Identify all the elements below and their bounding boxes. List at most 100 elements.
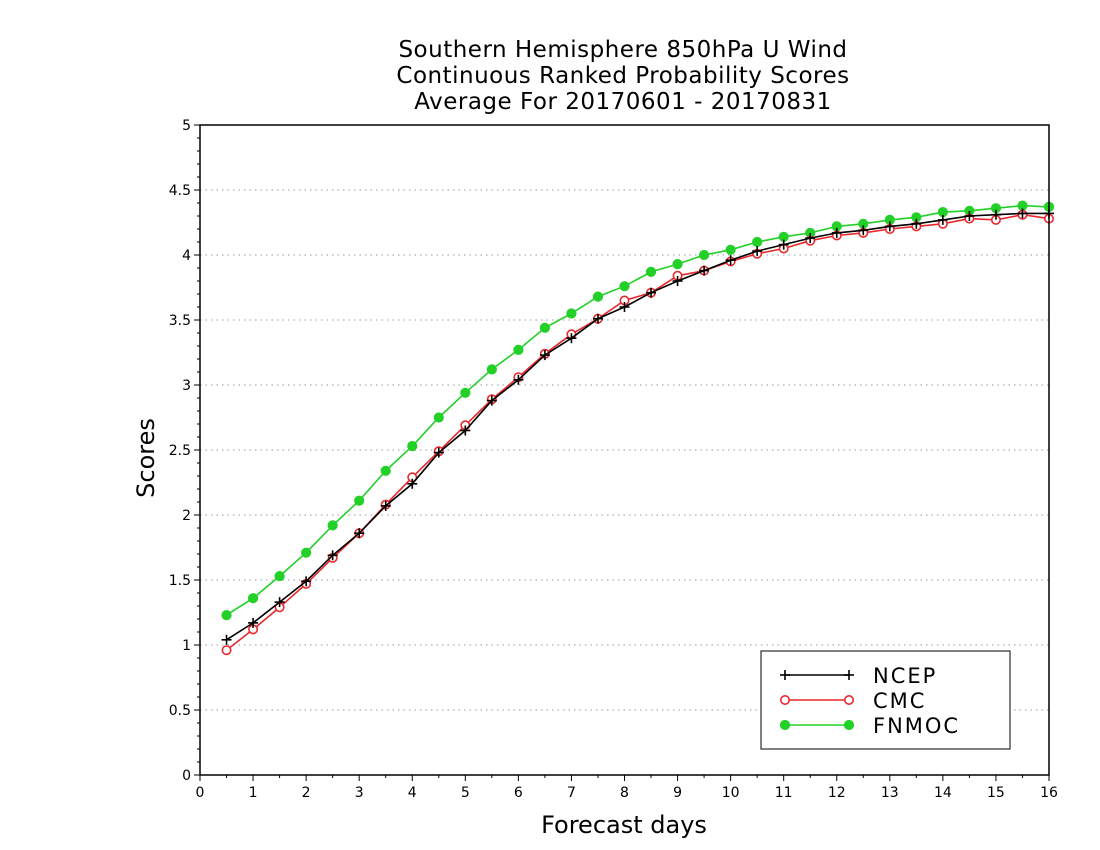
- data-point-ncep: [937, 214, 948, 225]
- y-tick-label: 1: [182, 638, 191, 654]
- data-point-fnmoc: [407, 441, 418, 452]
- series-line-cmc: [226, 213, 1050, 651]
- data-point-ncep: [513, 374, 524, 385]
- legend-label-fnmoc: FNMOC: [873, 714, 960, 738]
- legend-item-ncep: NCEP: [780, 664, 937, 688]
- data-point-ncep: [566, 333, 577, 344]
- series-fnmoc: [221, 200, 1055, 621]
- y-axis-label: Scores: [132, 418, 160, 498]
- data-point-ncep: [354, 528, 365, 539]
- data-point-fnmoc: [725, 244, 736, 255]
- data-point-ncep: [672, 276, 683, 286]
- data-point-ncep: [248, 617, 259, 628]
- data-point-ncep: [380, 500, 391, 511]
- series-ncep: [221, 208, 1054, 645]
- data-point-ncep: [539, 350, 550, 361]
- data-point-ncep: [486, 395, 497, 406]
- data-point-ncep: [433, 447, 444, 458]
- legend-item-fnmoc: FNMOC: [779, 714, 960, 738]
- x-tick-label: 2: [302, 785, 311, 801]
- legend-marker: [843, 694, 854, 705]
- x-tick-label: 14: [934, 785, 952, 801]
- data-point-ncep: [778, 239, 789, 250]
- data-point-fnmoc: [513, 344, 524, 355]
- y-tick-label: 1.5: [169, 573, 191, 589]
- data-point-ncep: [646, 287, 657, 298]
- y-tick-label: 3.5: [169, 313, 191, 329]
- y-tick-label: 2.5: [169, 443, 191, 459]
- chart-title-line-3: Average For 20170601 - 20170831: [414, 89, 832, 115]
- legend-marker: [844, 670, 854, 680]
- data-point-fnmoc: [672, 259, 683, 270]
- data-point-fnmoc: [274, 571, 285, 582]
- y-tick-label: 0: [182, 768, 191, 784]
- data-point-ncep: [301, 576, 312, 587]
- data-point-fnmoc: [433, 412, 444, 423]
- series-layer: [221, 200, 1055, 656]
- data-point-fnmoc: [566, 308, 577, 319]
- data-point-ncep: [831, 227, 842, 238]
- data-point-fnmoc: [752, 236, 763, 248]
- chart-title-line-1: Southern Hemisphere 850hPa U Wind: [398, 37, 848, 63]
- legend-marker: [843, 719, 855, 731]
- x-tick-label: 9: [673, 785, 682, 801]
- y-tick-label: 5: [182, 118, 191, 134]
- x-tick-label: 1: [249, 785, 258, 801]
- legend-marker: [779, 694, 790, 705]
- data-point-ncep: [407, 478, 418, 489]
- data-point-fnmoc: [645, 266, 657, 277]
- data-point-fnmoc: [619, 281, 630, 292]
- x-tick-label: 11: [775, 785, 793, 801]
- data-point-ncep: [460, 425, 471, 436]
- x-tick-label: 7: [567, 785, 576, 801]
- y-tick-label: 0.5: [169, 703, 191, 719]
- data-point-ncep: [327, 550, 338, 561]
- x-axis-label: Forecast days: [541, 811, 707, 839]
- y-tick-label: 2: [182, 508, 191, 524]
- legend-marker: [780, 670, 790, 680]
- series-line-ncep: [226, 212, 1049, 641]
- x-tick-label: 6: [514, 785, 523, 801]
- data-point-fnmoc: [327, 520, 338, 531]
- data-point-ncep: [805, 233, 816, 244]
- data-point-fnmoc: [380, 465, 391, 476]
- data-point-fnmoc: [460, 387, 471, 398]
- axis-ticks: 00.511.522.533.544.550 1 2 3 4 5 6 7 8 9 10 11 12 13 1…: [169, 118, 1058, 801]
- legend-label-ncep: NCEP: [873, 664, 937, 688]
- x-tick-label: 0: [196, 785, 205, 801]
- x-tick-label: 3: [355, 785, 364, 801]
- x-tick-label: 5: [461, 785, 470, 801]
- series-cmc: [221, 209, 1055, 656]
- x-tick-label: 16: [1040, 785, 1058, 801]
- x-tick-label: 15: [987, 785, 1005, 801]
- y-tick-label: 4.5: [169, 183, 191, 199]
- x-tick-label: 10: [722, 785, 740, 801]
- data-point-ncep: [884, 221, 895, 232]
- data-point-ncep: [592, 313, 603, 324]
- data-point-fnmoc: [247, 593, 259, 604]
- data-point-ncep: [990, 209, 1001, 220]
- data-point-fnmoc: [354, 495, 365, 506]
- data-point-ncep: [619, 302, 630, 312]
- data-point-ncep: [725, 255, 736, 266]
- y-tick-label: 3: [182, 378, 191, 394]
- data-point-fnmoc: [592, 291, 604, 302]
- data-point-cmc: [221, 645, 232, 656]
- chart-title-line-2: Continuous Ranked Probability Scores: [396, 63, 850, 89]
- legend-item-cmc: CMC: [779, 689, 926, 713]
- legend-label-cmc: CMC: [873, 689, 926, 713]
- legend-marker: [779, 719, 791, 731]
- x-tick-label: 13: [881, 785, 899, 801]
- data-point-ncep: [858, 225, 869, 236]
- y-tick-label: 4: [182, 248, 191, 264]
- series-line-fnmoc: [226, 204, 1050, 616]
- data-point-ncep: [699, 265, 710, 276]
- data-point-ncep: [752, 246, 763, 257]
- data-point-fnmoc: [221, 610, 232, 621]
- data-point-ncep: [221, 634, 232, 645]
- data-point-fnmoc: [698, 249, 710, 261]
- x-tick-label: 4: [408, 785, 417, 801]
- data-point-ncep: [274, 597, 285, 608]
